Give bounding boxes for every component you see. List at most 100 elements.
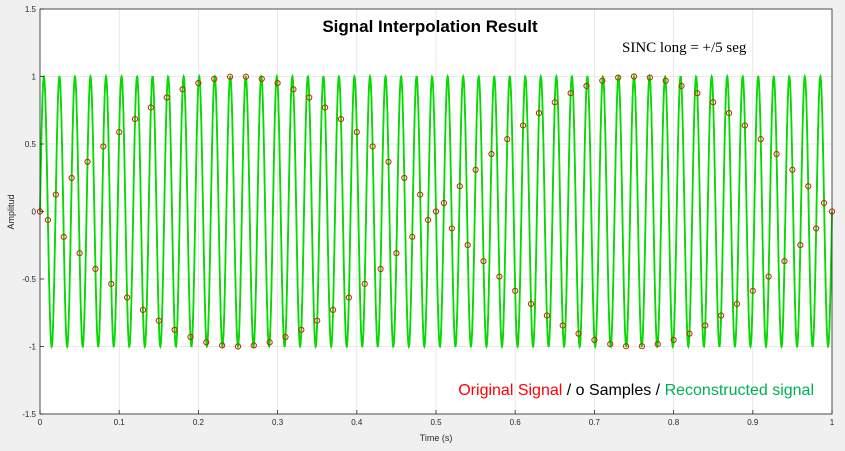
y-tick-label: 0.5 (25, 140, 37, 149)
sample-point (274, 80, 281, 87)
sample-point (76, 250, 83, 257)
sample-point (139, 306, 147, 314)
sample-point (725, 109, 733, 117)
sample-point (805, 183, 812, 190)
sample-point (575, 330, 582, 337)
sample-point (504, 136, 511, 143)
sample-point (203, 339, 210, 346)
sample-point (131, 115, 139, 123)
legend: Original Signal / o Samples / Reconstruc… (458, 382, 814, 399)
x-tick-label: 1 (830, 418, 835, 427)
sample-point (749, 287, 756, 294)
sample-point (147, 104, 154, 111)
sample-point (686, 330, 693, 337)
sample-point (424, 216, 432, 224)
sample-point (242, 73, 250, 80)
sample-point (314, 317, 321, 324)
legend-entry: / (651, 382, 664, 399)
legend-entry: / (562, 382, 575, 399)
sample-point (456, 183, 463, 190)
sample-point (124, 294, 131, 301)
sample-point (551, 99, 558, 106)
y-axis: 1.5 1 0.5 0 -0.5 -1 -1.5 (22, 5, 44, 419)
sample-point (155, 317, 162, 324)
legend-entry: o Samples (576, 382, 652, 399)
sample-point (781, 258, 788, 265)
sample-point (694, 90, 701, 97)
reconstructed-signal-series (39, 73, 833, 350)
sample-point (258, 75, 265, 82)
x-tick-label: 0.1 (114, 418, 126, 427)
sample-point (440, 199, 448, 207)
sample-point (670, 336, 677, 343)
sample-point (100, 143, 107, 150)
legend-entry: Reconstructed signal (665, 382, 814, 399)
sample-point (591, 336, 598, 343)
sample-point (496, 273, 503, 280)
sample-point (480, 258, 487, 265)
sample-point (345, 294, 352, 301)
sample-point (226, 73, 234, 80)
sample-point (512, 287, 519, 294)
sample-point (306, 94, 313, 101)
sample-point (211, 75, 218, 82)
sample-point (646, 74, 653, 81)
sample-point (187, 333, 194, 341)
chart-title: Signal Interpolation Result (322, 17, 538, 36)
x-tick-label: 0 (38, 418, 43, 427)
sample-point (615, 74, 622, 81)
x-tick-label: 0.4 (351, 418, 363, 427)
sample-point (757, 136, 764, 143)
sample-point (409, 233, 416, 240)
x-tick-label: 0.6 (510, 418, 522, 427)
sample-point (84, 158, 91, 165)
sample-point (393, 250, 400, 257)
sample-point (543, 312, 550, 319)
sample-point (92, 265, 99, 273)
sample-point (773, 150, 780, 158)
chart-annotation: SINC long = +/5 seg (622, 40, 747, 56)
x-tick-label: 0.7 (589, 418, 601, 427)
x-tick-label: 0.5 (430, 418, 442, 427)
sample-point (68, 174, 75, 182)
x-tick-label: 0.9 (747, 418, 759, 427)
sample-point (60, 233, 67, 240)
sample-point (718, 312, 725, 319)
sample-point (678, 82, 685, 90)
sample-point (179, 86, 186, 93)
sample-point (448, 225, 455, 232)
sample-point (464, 241, 471, 249)
x-tick-label: 0.8 (668, 418, 680, 427)
sample-point (108, 280, 115, 287)
sample-point (797, 241, 804, 249)
sample-point (361, 280, 368, 287)
sample-point (622, 343, 630, 350)
sample-point (583, 82, 590, 90)
y-tick-label: -1.5 (22, 410, 36, 419)
sample-point (567, 90, 574, 97)
sample-point (266, 339, 273, 346)
x-axis-label: Time (s) (420, 433, 453, 443)
legend-entry: Original Signal (458, 382, 562, 399)
sample-point (52, 191, 59, 198)
sample-point (630, 73, 638, 80)
sample-point (234, 343, 242, 350)
sample-point (337, 115, 345, 123)
sample-point (789, 166, 796, 173)
sample-point (44, 216, 52, 224)
sample-point (369, 143, 376, 150)
sample-point (322, 104, 329, 111)
y-tick-label: 1 (32, 73, 37, 82)
sample-point (654, 341, 661, 348)
sample-point (820, 199, 828, 207)
sample-point (535, 109, 543, 117)
sample-point (432, 208, 440, 215)
sample-point (290, 86, 297, 93)
sample-point (401, 174, 408, 182)
reconstructed-signal-line (39, 73, 833, 350)
sample-point (195, 80, 202, 87)
sample-point (116, 129, 123, 136)
sample-point (417, 191, 424, 198)
samples-series (36, 73, 836, 350)
sample-point (353, 129, 360, 136)
